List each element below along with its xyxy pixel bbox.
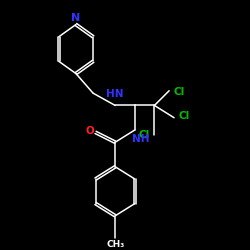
Text: Cl: Cl	[173, 87, 184, 97]
Text: CH₃: CH₃	[106, 240, 124, 249]
Text: N: N	[71, 12, 81, 22]
Text: HN: HN	[106, 89, 124, 99]
Text: Cl: Cl	[139, 130, 150, 140]
Text: NH: NH	[132, 134, 150, 144]
Text: Cl: Cl	[178, 112, 190, 122]
Text: O: O	[85, 126, 94, 136]
